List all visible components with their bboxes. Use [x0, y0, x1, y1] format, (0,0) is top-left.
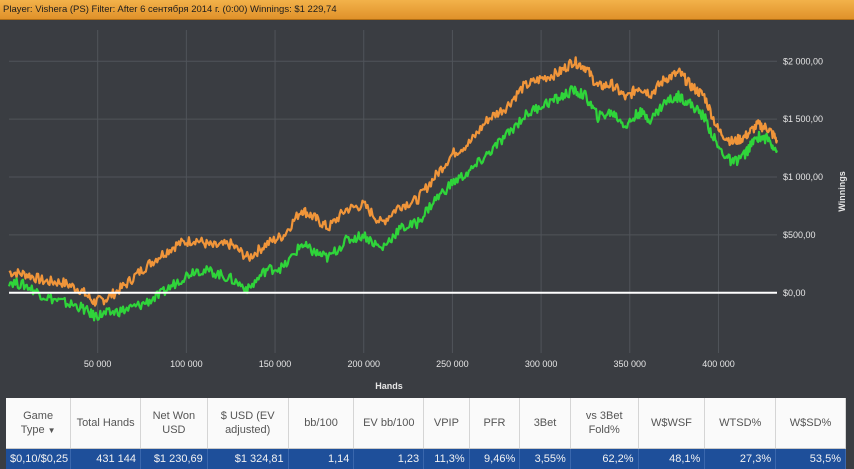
cell-total-hands: 431 144 [70, 448, 141, 469]
x-tick-label: 350 000 [614, 359, 647, 369]
table-row[interactable]: $0,10/$0,25 431 144 $1 230,69 $1 324,81 … [6, 448, 846, 469]
y-tick-label: $0,00 [783, 288, 806, 298]
cell-game-type: $0,10/$0,25 [6, 448, 72, 469]
x-tick-label: 200 000 [347, 359, 380, 369]
cell-pfr: 9,46% [469, 448, 521, 469]
x-tick-label: 50 000 [84, 359, 112, 369]
x-axis-title: Hands [375, 381, 403, 391]
col-header-vpip[interactable]: VPIP [423, 398, 470, 449]
col-header-wtsd[interactable]: WTSD% [704, 398, 777, 449]
table-header-row: Game Type ▼ Total Hands Net Won USD $ USD… [6, 398, 846, 449]
x-tick-label: 250 000 [436, 359, 469, 369]
cell-wsd: 53,5% [775, 448, 846, 469]
col-header-wwsf[interactable]: W$WSF [638, 398, 706, 449]
cell-bb100: 1,14 [288, 448, 355, 469]
cell-vpip: 11,3% [423, 448, 470, 469]
sort-arrow-icon[interactable]: ▼ [47, 425, 56, 435]
cell-ev-bb100: 1,23 [353, 448, 425, 469]
winnings-chart: 50 000 100 000 150 000 200 000 250 000 300 00… [0, 20, 854, 397]
col-header-bb100[interactable]: bb/100 [288, 398, 355, 449]
col-header-ev-adjusted[interactable]: $ USD (EV adjusted) [207, 398, 289, 449]
col-header-net-won[interactable]: Net Won USD [140, 398, 208, 449]
col-header-wsd[interactable]: W$SD% [775, 398, 846, 449]
cell-wwsf: 48,1% [638, 448, 706, 469]
cell-net-won: $1 230,69 [140, 448, 208, 469]
cell-wtsd: 27,3% [704, 448, 777, 469]
col-header-ev-bb100[interactable]: EV bb/100 [353, 398, 425, 449]
stats-table: Game Type ▼ Total Hands Net Won USD $ USD… [6, 398, 846, 469]
y-tick-label: $2 000,00 [783, 56, 823, 66]
cell-ev-adjusted: $1 324,81 [207, 448, 289, 469]
x-tick-label: 100 000 [170, 359, 203, 369]
title-bar: Player: Vishera (PS) Filter: After 6 сен… [0, 0, 854, 20]
series-line-1 [8, 56, 779, 307]
col-header-total-hands[interactable]: Total Hands [70, 398, 141, 449]
x-tick-label: 400 000 [702, 359, 735, 369]
col-header-label: Game Type [20, 409, 54, 436]
col-header-pfr[interactable]: PFR [469, 398, 521, 449]
y-tick-label: $500,00 [783, 230, 816, 240]
chart-svg: 50 000 100 000 150 000 200 000 250 000 300 00… [7, 30, 847, 391]
y-axis-title: Winnings [837, 171, 847, 211]
col-header-game-type[interactable]: Game Type ▼ [6, 398, 72, 449]
cell-3bet: 3,55% [519, 448, 571, 469]
y-tick-label: $1 000,00 [783, 172, 823, 182]
col-header-3bet[interactable]: 3Bet [519, 398, 571, 449]
x-tick-label: 150 000 [259, 359, 292, 369]
x-tick-label: 300 000 [525, 359, 558, 369]
cell-vs3bet-fold: 62,2% [570, 448, 639, 469]
y-tick-label: $1 500,00 [783, 114, 823, 124]
col-header-vs3bet-fold[interactable]: vs 3Bet Fold% [570, 398, 639, 449]
series-line-2 [7, 85, 779, 322]
